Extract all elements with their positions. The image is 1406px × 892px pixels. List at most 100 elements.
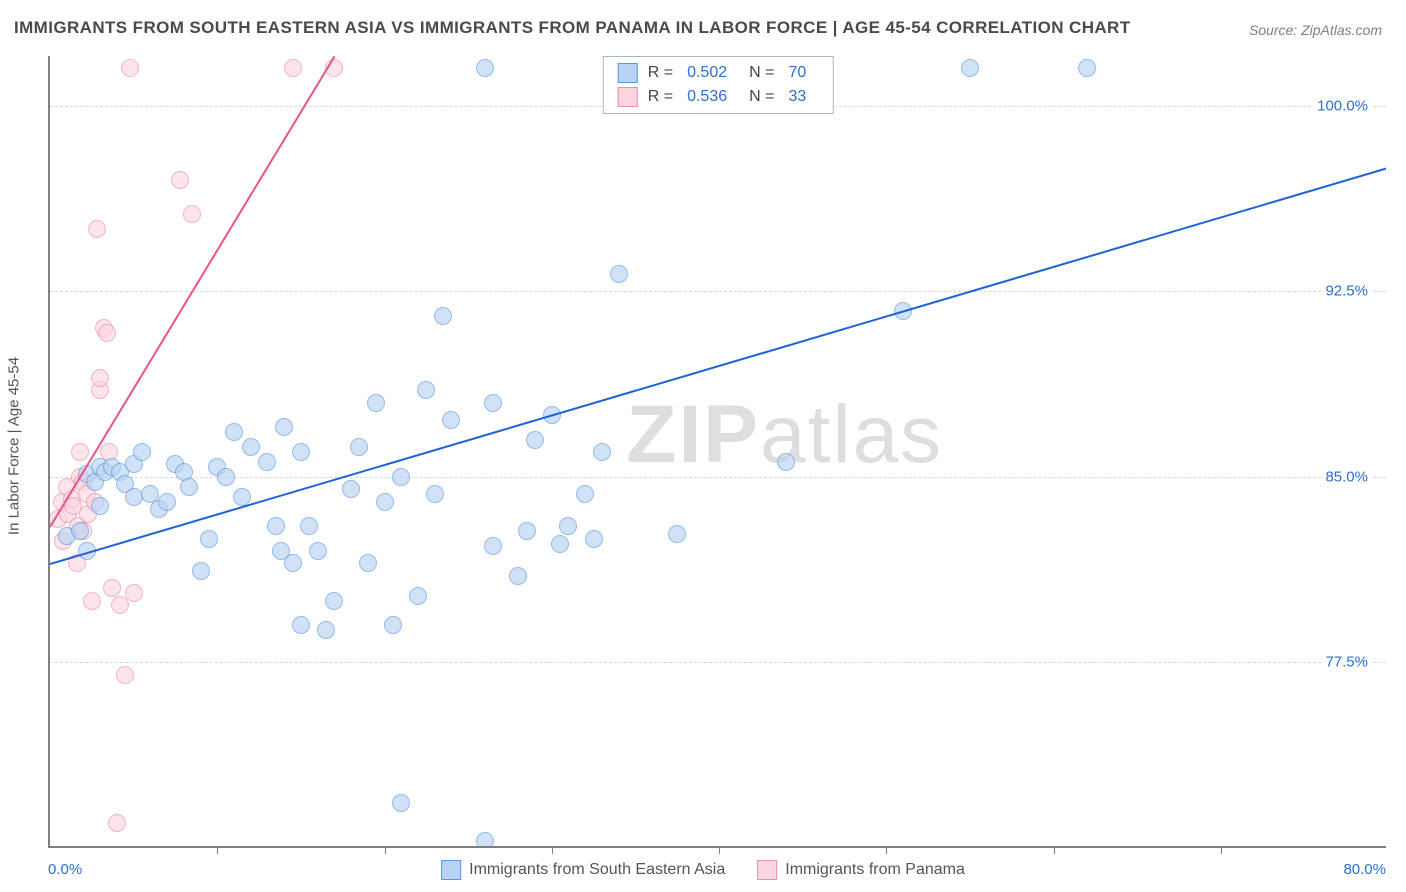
- y-tick-label: 92.5%: [1321, 283, 1372, 300]
- x-tick: [719, 846, 720, 854]
- gridline-h: [50, 291, 1386, 292]
- trendline-series2: [50, 56, 335, 527]
- scatter-point-series1: [133, 443, 151, 461]
- scatter-point-series1: [426, 485, 444, 503]
- scatter-point-series1: [417, 381, 435, 399]
- scatter-point-series1: [409, 587, 427, 605]
- y-axis-label: In Labor Force | Age 45-54: [6, 357, 23, 535]
- x-axis-min-label: 0.0%: [48, 861, 82, 878]
- scatter-point-series1: [71, 522, 89, 540]
- x-tick: [886, 846, 887, 854]
- scatter-point-series1: [225, 423, 243, 441]
- scatter-point-series1: [359, 554, 377, 572]
- legend-label-series1: Immigrants from South Eastern Asia: [469, 861, 725, 879]
- scatter-point-series1: [300, 517, 318, 535]
- scatter-point-series2: [121, 59, 139, 77]
- x-tick: [217, 846, 218, 854]
- scatter-point-series1: [292, 443, 310, 461]
- scatter-point-series1: [610, 265, 628, 283]
- scatter-point-series1: [434, 307, 452, 325]
- legend-swatch-series2: [757, 860, 777, 880]
- scatter-point-series1: [484, 537, 502, 555]
- scatter-point-series1: [392, 794, 410, 812]
- scatter-point-series1: [1078, 59, 1096, 77]
- scatter-point-series1: [317, 621, 335, 639]
- scatter-point-series2: [171, 171, 189, 189]
- n-value-series1: 70: [788, 61, 806, 85]
- r-label: R =: [648, 85, 673, 109]
- scatter-point-series1: [576, 485, 594, 503]
- scatter-point-series1: [518, 522, 536, 540]
- r-label: R =: [648, 61, 673, 85]
- scatter-point-series2: [183, 205, 201, 223]
- scatter-point-series1: [309, 542, 327, 560]
- scatter-point-series1: [350, 438, 368, 456]
- scatter-point-series1: [342, 480, 360, 498]
- x-axis-max-label: 80.0%: [1343, 861, 1386, 878]
- scatter-point-series1: [376, 493, 394, 511]
- scatter-point-series2: [91, 369, 109, 387]
- scatter-point-series1: [593, 443, 611, 461]
- swatch-series2: [618, 87, 638, 107]
- n-label: N =: [749, 61, 774, 85]
- y-tick-label: 100.0%: [1313, 97, 1372, 114]
- scatter-point-series1: [961, 59, 979, 77]
- scatter-point-series1: [476, 832, 494, 846]
- scatter-point-series1: [484, 394, 502, 412]
- scatter-point-series1: [275, 418, 293, 436]
- scatter-point-series2: [98, 324, 116, 342]
- r-value-series2: 0.536: [687, 85, 727, 109]
- scatter-point-series1: [233, 488, 251, 506]
- scatter-point-series1: [367, 394, 385, 412]
- scatter-point-series1: [442, 411, 460, 429]
- scatter-point-series2: [116, 666, 134, 684]
- scatter-point-series1: [242, 438, 260, 456]
- gridline-h: [50, 662, 1386, 663]
- scatter-point-series1: [325, 592, 343, 610]
- legend-swatch-series1: [441, 860, 461, 880]
- scatter-point-series1: [526, 431, 544, 449]
- chart-title: IMMIGRANTS FROM SOUTH EASTERN ASIA VS IM…: [14, 18, 1131, 38]
- x-tick: [552, 846, 553, 854]
- legend: Immigrants from South Eastern Asia Immig…: [441, 860, 965, 880]
- scatter-point-series1: [158, 493, 176, 511]
- legend-label-series2: Immigrants from Panama: [785, 861, 965, 879]
- x-tick: [1054, 846, 1055, 854]
- scatter-point-series1: [192, 562, 210, 580]
- scatter-point-series2: [108, 814, 126, 832]
- scatter-point-series1: [200, 530, 218, 548]
- legend-item-series1: Immigrants from South Eastern Asia: [441, 860, 725, 880]
- scatter-point-series1: [476, 59, 494, 77]
- x-tick: [385, 846, 386, 854]
- scatter-point-series1: [125, 488, 143, 506]
- stats-row-series2: R = 0.536 N = 33: [618, 85, 819, 109]
- chart-area: ZIPatlas 77.5%85.0%92.5%100.0% R = 0.502…: [48, 56, 1386, 848]
- plot-surface: ZIPatlas 77.5%85.0%92.5%100.0%: [50, 56, 1386, 846]
- scatter-point-series1: [180, 478, 198, 496]
- y-tick-label: 85.0%: [1321, 468, 1372, 485]
- correlation-stats-box: R = 0.502 N = 70 R = 0.536 N = 33: [603, 56, 834, 114]
- scatter-point-series1: [284, 554, 302, 572]
- scatter-point-series1: [585, 530, 603, 548]
- stats-row-series1: R = 0.502 N = 70: [618, 61, 819, 85]
- scatter-point-series1: [392, 468, 410, 486]
- scatter-point-series2: [88, 220, 106, 238]
- scatter-point-series1: [668, 525, 686, 543]
- n-value-series2: 33: [788, 85, 806, 109]
- r-value-series1: 0.502: [687, 61, 727, 85]
- scatter-point-series2: [284, 59, 302, 77]
- scatter-point-series2: [103, 579, 121, 597]
- x-tick: [1221, 846, 1222, 854]
- scatter-point-series1: [509, 567, 527, 585]
- scatter-point-series1: [292, 616, 310, 634]
- scatter-point-series1: [384, 616, 402, 634]
- scatter-point-series1: [551, 535, 569, 553]
- scatter-point-series1: [258, 453, 276, 471]
- n-label: N =: [749, 85, 774, 109]
- scatter-point-series2: [71, 443, 89, 461]
- scatter-point-series1: [217, 468, 235, 486]
- scatter-point-series1: [267, 517, 285, 535]
- scatter-point-series2: [125, 584, 143, 602]
- trendline-series1: [50, 167, 1386, 565]
- gridline-h: [50, 477, 1386, 478]
